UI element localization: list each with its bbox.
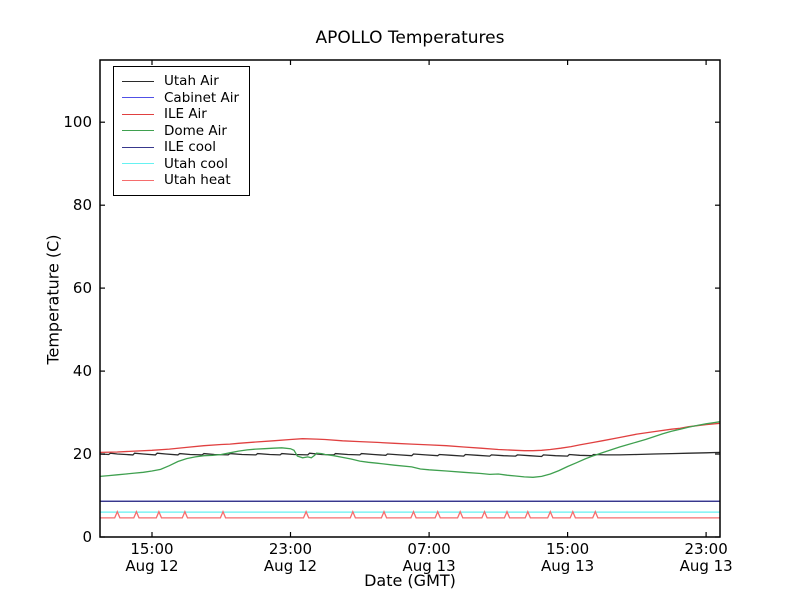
x-axis-label: Date (GMT) <box>364 571 456 590</box>
x-tick-time: 15:00 <box>130 540 174 558</box>
chart-title: APOLLO Temperatures <box>315 28 505 48</box>
legend-label: Utah heat <box>164 172 231 189</box>
axes-frame <box>99 59 721 538</box>
y-tick-label: 40 <box>72 362 92 381</box>
y-tick-label: 60 <box>72 279 92 298</box>
legend-line-sample <box>122 179 154 181</box>
legend-label: Dome Air <box>164 122 227 139</box>
legend-entry-ile-air: ILE Air <box>122 106 239 123</box>
legend-label: Utah cool <box>164 155 228 172</box>
legend-line-sample <box>122 80 154 82</box>
x-tick-time: 23:00 <box>268 540 313 558</box>
legend-label: ILE cool <box>164 139 217 156</box>
series-line-utah-air <box>99 451 721 458</box>
series-line-dome-air <box>99 421 721 478</box>
y-tick-label: 0 <box>82 528 92 546</box>
x-tick-time: 23:00 <box>684 540 728 558</box>
y-tick-label: 20 <box>72 445 92 464</box>
legend: Utah Air Cabinet Air ILE Air Dome Air ILE co… <box>113 66 251 196</box>
legend-line-sample <box>122 146 154 148</box>
legend-line-sample <box>122 113 154 115</box>
legend-entry-dome-air: Dome Air <box>122 123 239 140</box>
x-tick-time: 15:00 <box>545 540 590 558</box>
legend-entry-ile-cool: ILE cool <box>122 139 239 156</box>
legend-entry-utah-heat: Utah heat <box>122 172 239 189</box>
x-tick-label: 15:00 Aug 13 <box>523 541 613 575</box>
x-tick-date: Aug 13 <box>541 557 595 575</box>
y-axis-label: Temperature (C) <box>43 234 63 365</box>
x-tick-date: Aug 13 <box>402 557 456 575</box>
legend-entry-cabinet-air: Cabinet Air <box>122 90 239 107</box>
legend-entry-utah-cool: Utah cool <box>122 156 239 173</box>
x-tick-date: Aug 12 <box>263 557 318 575</box>
y-tick-label: 100 <box>63 113 92 132</box>
x-tick-date: Aug 12 <box>125 557 179 575</box>
legend-label: Cabinet Air <box>164 89 240 106</box>
series-line-utah-heat <box>100 509 720 519</box>
legend-line-sample <box>122 130 154 132</box>
legend-label: ILE Air <box>164 106 207 123</box>
series-line-ile-air <box>99 422 721 454</box>
x-tick-time: 07:00 <box>407 540 451 558</box>
x-tick-label: 23:00 Aug 12 <box>246 541 336 575</box>
legend-label: Utah Air <box>164 73 219 90</box>
x-tick-date: Aug 13 <box>679 557 733 575</box>
x-tick-label: 23:00 Aug 13 <box>661 541 751 575</box>
legend-line-sample <box>122 97 154 99</box>
x-tick-label: 07:00 Aug 13 <box>384 541 474 575</box>
legend-line-sample <box>122 163 154 165</box>
legend-entry-utah-air: Utah Air <box>122 73 239 90</box>
y-tick-label: 80 <box>72 196 92 215</box>
x-tick-label: 15:00 Aug 12 <box>107 541 197 575</box>
